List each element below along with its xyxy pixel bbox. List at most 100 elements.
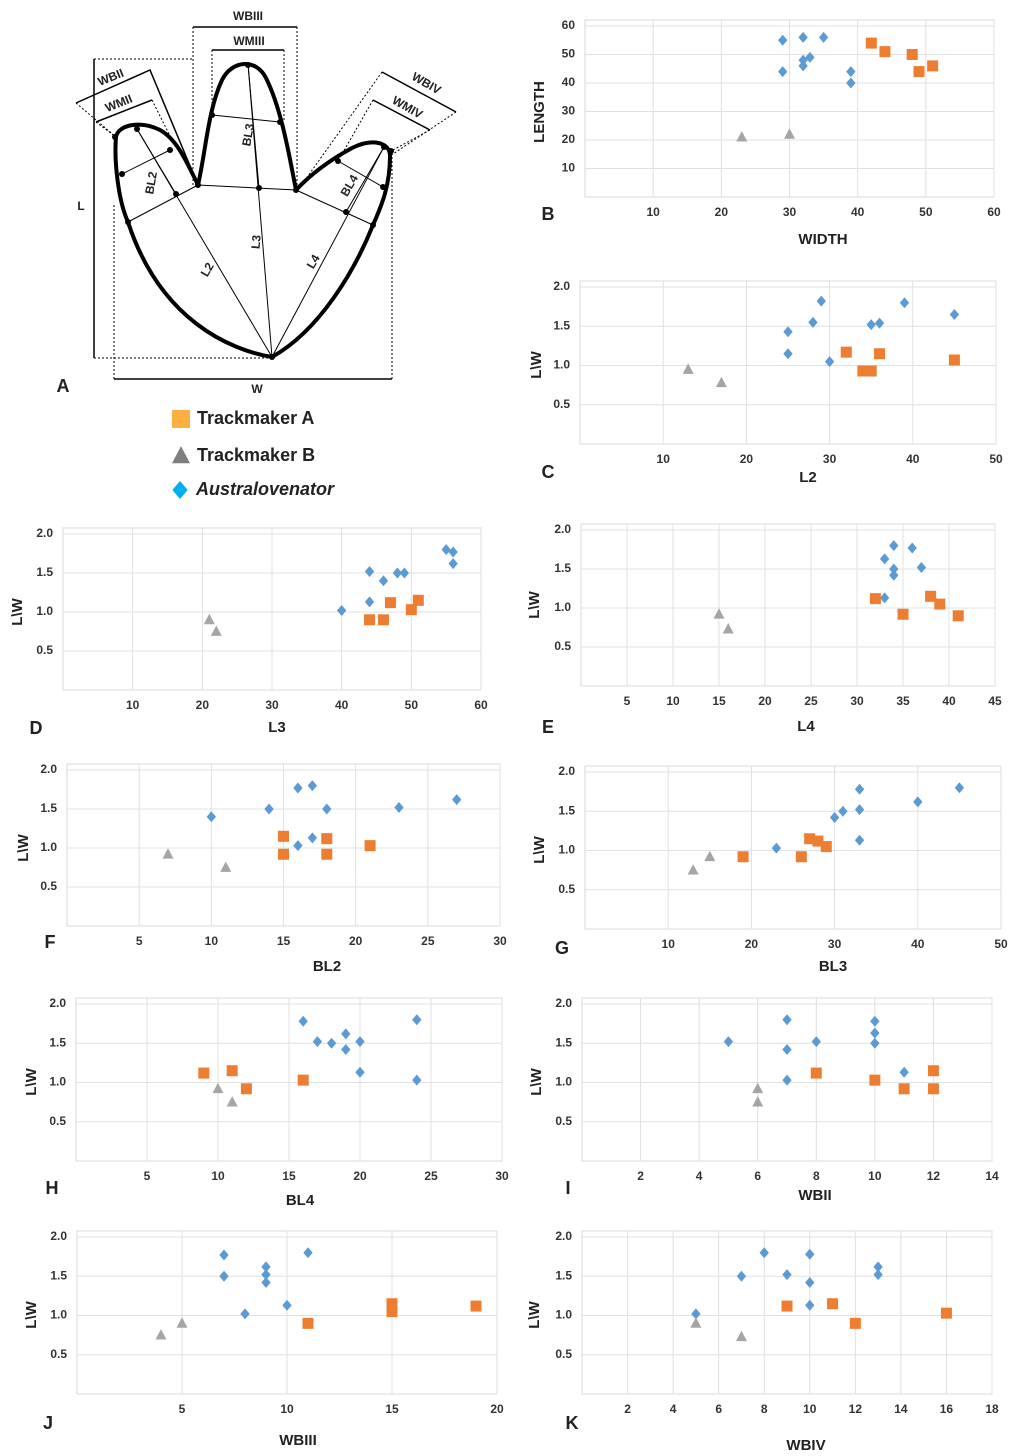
x-axis-title: BL4 (286, 1192, 315, 1209)
x-tick-label: 25 (804, 694, 818, 708)
data-point (682, 363, 694, 374)
x-tick-label: 2 (637, 1169, 644, 1183)
data-point (162, 848, 174, 859)
x-tick-label: 20 (196, 698, 210, 712)
data-point (723, 1036, 734, 1048)
x-tick-label: 40 (906, 452, 920, 466)
data-point (336, 604, 347, 616)
data-point (355, 1066, 365, 1078)
diagram-label: L4 (304, 252, 323, 271)
measure-boxes (75, 26, 457, 380)
y-tick-label: 2.0 (553, 279, 570, 293)
data-point (907, 542, 917, 554)
data-point (854, 834, 865, 846)
data-point (452, 794, 462, 806)
data-point (691, 1308, 701, 1320)
data-point (448, 546, 458, 558)
y-tick-label: 0.5 (555, 1114, 572, 1128)
diagram-label: WMII (103, 91, 134, 114)
data-point (805, 1299, 815, 1311)
data-point (240, 1308, 250, 1320)
data-point (302, 1317, 314, 1329)
x-tick-label: 4 (670, 1402, 677, 1416)
data-point (377, 614, 389, 626)
x-tick-label: 30 (823, 452, 837, 466)
landmarks (112, 62, 394, 360)
data-point (736, 131, 748, 142)
data-point (203, 613, 215, 625)
x-axis-title: L2 (799, 469, 817, 486)
data-point (857, 365, 869, 377)
data-point (854, 804, 865, 816)
data-point (782, 1044, 792, 1056)
x-tick-label: 60 (987, 205, 1001, 219)
x-tick-label: 40 (851, 205, 865, 219)
y-tick-label: 1.0 (555, 1308, 572, 1322)
data-point (824, 356, 835, 368)
data-point (879, 553, 890, 565)
x-axis-title: WBIII (279, 1432, 317, 1449)
y-tick-label: 2.0 (49, 996, 66, 1010)
x-tick-label: 35 (896, 694, 910, 708)
y-tick-label: 50 (562, 47, 576, 61)
data-point (220, 861, 232, 872)
y-tick-label: 20 (562, 132, 576, 146)
x-tick-label: 30 (783, 205, 797, 219)
data-point (952, 610, 964, 622)
data-point (293, 782, 303, 794)
data-point (838, 805, 848, 817)
data-point (865, 37, 877, 49)
y-axis-title: L\W (526, 1300, 543, 1328)
data-point (722, 623, 734, 634)
y-tick-label: 1.5 (555, 1268, 572, 1282)
data-point (307, 780, 318, 792)
x-axis-title: BL3 (819, 958, 847, 975)
x-tick-label: 6 (754, 1169, 761, 1183)
data-point (897, 608, 909, 620)
legend-label: Trackmaker B (197, 445, 315, 465)
data-point (384, 597, 396, 609)
data-point (870, 1027, 880, 1039)
panel-label: C (542, 462, 555, 482)
data-point (735, 1330, 747, 1342)
x-tick-label: 4 (696, 1169, 703, 1183)
data-point (818, 31, 829, 43)
x-tick-label: 40 (942, 694, 956, 708)
diagram-label: W (251, 382, 263, 396)
data-point (321, 848, 333, 860)
data-point (870, 1015, 880, 1027)
data-point (278, 830, 289, 842)
panel-label: G (555, 938, 569, 958)
y-tick-label: 30 (562, 104, 576, 118)
data-point (752, 1096, 764, 1107)
y-tick-label: 1.0 (558, 843, 575, 857)
y-tick-label: 2.0 (40, 762, 57, 776)
diagram-label: BL3 (239, 122, 257, 147)
x-tick-label: 10 (646, 205, 660, 219)
data-point (198, 1067, 210, 1079)
data-point (778, 66, 788, 78)
footprint-outline (113, 62, 392, 359)
legend: Trackmaker A Trackmaker B Australovenator (172, 408, 335, 499)
y-tick-label: 0.5 (555, 1347, 572, 1361)
data-point (879, 46, 891, 58)
x-tick-label: 25 (421, 934, 435, 948)
data-point (866, 319, 876, 331)
y-tick-label: 2.0 (36, 526, 53, 540)
x-tick-label: 30 (850, 694, 864, 708)
y-axis-title: L\W (531, 835, 548, 863)
data-point (865, 365, 877, 377)
scatter-chart: 2 4 6 8 10 12 14 0.5 1.0 1.5 2.0 I WBII L\W (528, 996, 999, 1204)
data-point (341, 1028, 351, 1040)
data-point (811, 1036, 821, 1048)
data-point (899, 1066, 909, 1078)
data-point (470, 1300, 482, 1312)
data-point (441, 544, 451, 556)
diagram-label: L (77, 199, 84, 213)
y-tick-label: 1.5 (554, 561, 571, 575)
x-axis-title: L4 (797, 718, 815, 735)
scatter-chart: 5 10 15 20 25 30 0.5 1.0 1.5 2.0 F BL2 L\W (15, 762, 507, 975)
data-point (889, 540, 899, 552)
scatter-chart: 10 20 30 40 50 60 10 20 30 40 50 60 B WIDTH LENGTH (531, 18, 1001, 248)
data-point (820, 841, 832, 853)
